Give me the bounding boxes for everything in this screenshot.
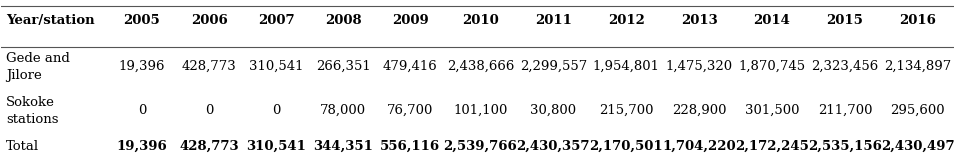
Text: 0: 0 — [204, 104, 213, 117]
Text: 2,170,501: 2,170,501 — [589, 140, 663, 153]
Text: 310,541: 310,541 — [246, 140, 306, 153]
Text: 0: 0 — [272, 104, 281, 117]
Text: 295,600: 295,600 — [891, 104, 946, 117]
Text: 2010: 2010 — [462, 14, 498, 28]
Text: 2011: 2011 — [535, 14, 572, 28]
Text: 2,134,897: 2,134,897 — [884, 60, 951, 73]
Text: 228,900: 228,900 — [672, 104, 726, 117]
Text: Total: Total — [6, 140, 40, 153]
Text: 2,299,557: 2,299,557 — [520, 60, 587, 73]
Text: 479,416: 479,416 — [383, 60, 438, 73]
Text: 2006: 2006 — [191, 14, 228, 28]
Text: 19,396: 19,396 — [117, 140, 168, 153]
Text: 1,704,220: 1,704,220 — [662, 140, 736, 153]
Text: 2016: 2016 — [899, 14, 936, 28]
Text: 2,430,357: 2,430,357 — [517, 140, 590, 153]
Text: 2,539,766: 2,539,766 — [443, 140, 518, 153]
Text: 344,351: 344,351 — [313, 140, 373, 153]
Text: 1,870,745: 1,870,745 — [738, 60, 806, 73]
Text: 19,396: 19,396 — [119, 60, 165, 73]
Text: 2009: 2009 — [392, 14, 429, 28]
Text: Sokoke
stations: Sokoke stations — [6, 96, 59, 126]
Text: 2,323,456: 2,323,456 — [812, 60, 878, 73]
Text: 215,700: 215,700 — [599, 104, 654, 117]
Text: 2,535,156: 2,535,156 — [808, 140, 882, 153]
Text: 2015: 2015 — [826, 14, 864, 28]
Text: 428,773: 428,773 — [179, 140, 239, 153]
Text: 2012: 2012 — [607, 14, 645, 28]
Text: 76,700: 76,700 — [388, 104, 434, 117]
Text: 2014: 2014 — [754, 14, 790, 28]
Text: 78,000: 78,000 — [320, 104, 366, 117]
Text: 211,700: 211,700 — [817, 104, 872, 117]
Text: 101,100: 101,100 — [453, 104, 507, 117]
Text: 1,954,801: 1,954,801 — [593, 60, 659, 73]
Text: 310,541: 310,541 — [249, 60, 304, 73]
Text: 1,475,320: 1,475,320 — [665, 60, 733, 73]
Text: Year/station: Year/station — [6, 14, 94, 28]
Text: 2007: 2007 — [257, 14, 294, 28]
Text: 0: 0 — [138, 104, 147, 117]
Text: 266,351: 266,351 — [316, 60, 370, 73]
Text: 30,800: 30,800 — [530, 104, 576, 117]
Text: 2013: 2013 — [681, 14, 717, 28]
Text: 2005: 2005 — [123, 14, 160, 28]
Text: Gede and
Jilore: Gede and Jilore — [6, 52, 70, 82]
Text: 428,773: 428,773 — [181, 60, 236, 73]
Text: 301,500: 301,500 — [745, 104, 799, 117]
Text: 2008: 2008 — [325, 14, 362, 28]
Text: 2,172,245: 2,172,245 — [736, 140, 809, 153]
Text: 2,438,666: 2,438,666 — [446, 60, 514, 73]
Text: 556,116: 556,116 — [380, 140, 441, 153]
Text: 2,430,497: 2,430,497 — [881, 140, 954, 153]
